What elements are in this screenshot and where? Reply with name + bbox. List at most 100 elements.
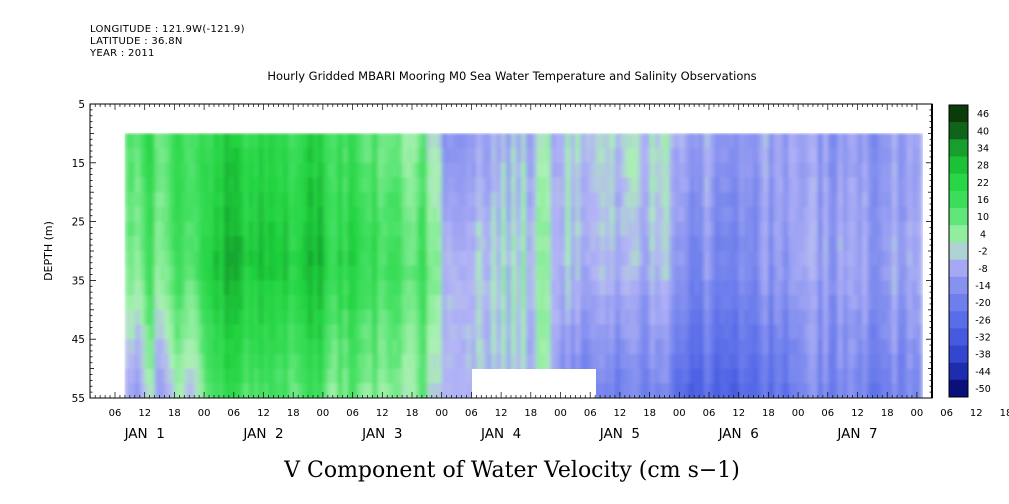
heat-cell (709, 324, 715, 340)
heat-cell (897, 206, 903, 223)
heat-cell (209, 383, 215, 398)
heat-cell (768, 206, 775, 223)
heat-cell (728, 177, 735, 193)
heat-cell (684, 221, 691, 237)
x-hour-label: 00 (554, 408, 567, 419)
heat-cell (580, 192, 587, 208)
heat-cell (728, 324, 735, 340)
heat-cell (629, 368, 636, 384)
heat-cell (743, 324, 750, 340)
heat-cell (605, 162, 611, 179)
heat-cell (451, 162, 458, 179)
heat-cell (837, 295, 844, 311)
heat-cell (545, 353, 552, 370)
heat-cell (144, 148, 151, 164)
heat-cell (778, 162, 785, 179)
heat-cell (659, 339, 666, 355)
heat-cell (402, 221, 408, 237)
heat-cell (164, 383, 171, 398)
heat-cell (788, 324, 794, 340)
heat-cell (342, 251, 349, 267)
heat-cell (803, 162, 809, 179)
heat-cell (298, 177, 304, 193)
heat-cell (313, 133, 319, 149)
heat-cell (347, 162, 354, 179)
heat-cell (550, 295, 557, 311)
heat-cell (902, 295, 908, 311)
heat-cell (644, 206, 651, 223)
heat-cell (382, 206, 389, 223)
heat-cell (214, 133, 220, 149)
heat-cell (743, 236, 750, 252)
heat-cell (491, 133, 497, 149)
heat-cell (738, 383, 745, 398)
heat-cell (322, 206, 329, 223)
heat-cell (610, 236, 616, 252)
heat-cell (238, 295, 245, 311)
heat-cell (298, 309, 304, 326)
heat-cell (540, 206, 547, 223)
heat-cell (347, 148, 354, 164)
heat-cell (456, 133, 463, 149)
heat-cell (258, 339, 265, 355)
heat-cell (714, 353, 720, 370)
heat-cell (332, 162, 339, 179)
heat-cell (456, 251, 463, 267)
heat-cell (763, 221, 770, 237)
heat-cell (580, 206, 587, 223)
heat-cell (189, 148, 196, 164)
heat-cell (728, 148, 735, 164)
heat-cell (298, 236, 304, 252)
heat-cell (466, 206, 473, 223)
heat-cell (436, 295, 443, 311)
heat-cell (283, 148, 290, 164)
heat-cell (788, 368, 794, 384)
heat-cell (436, 353, 443, 370)
heat-cell (550, 265, 557, 281)
heat-cell (674, 162, 681, 179)
heat-cell (144, 353, 151, 370)
heat-cell (788, 177, 794, 193)
heat-cell (585, 324, 592, 340)
heat-cell (550, 236, 557, 252)
heat-cell (639, 251, 646, 267)
colorbar-swatch (949, 225, 968, 243)
heat-cell (624, 133, 631, 149)
heat-cell (327, 353, 334, 370)
heat-cell (154, 324, 161, 340)
heat-cell (768, 280, 775, 296)
colorbar-label: -8 (978, 264, 987, 275)
heat-cell (342, 295, 349, 311)
heat-cell (877, 339, 884, 355)
heat-cell (684, 148, 691, 164)
heat-cell (590, 251, 596, 267)
heat-cell (857, 368, 864, 384)
heat-cell (179, 177, 186, 193)
heat-cell (144, 133, 151, 149)
heat-cell (575, 309, 582, 326)
heat-cell (407, 251, 413, 267)
heat-cell (555, 309, 562, 326)
heat-cell (258, 309, 265, 326)
heat-cell (407, 192, 413, 208)
heat-cell (902, 339, 908, 355)
heat-cell (204, 206, 210, 223)
heat-cell (372, 251, 379, 267)
heat-cell (634, 177, 641, 193)
heat-cell (124, 324, 131, 340)
heat-cell (560, 309, 567, 326)
heat-cell (303, 162, 309, 179)
x-hour-label: 18 (287, 408, 300, 419)
heat-cell (283, 177, 290, 193)
heat-cell (753, 133, 760, 149)
heat-cell (357, 280, 364, 296)
heat-cell (753, 162, 760, 179)
heat-cell (308, 295, 314, 311)
heat-cell (847, 221, 854, 237)
heat-cell (233, 251, 240, 267)
heat-cell (788, 251, 794, 267)
heat-cell (278, 133, 285, 149)
heat-cell (610, 206, 616, 223)
heat-cell (189, 251, 196, 267)
heat-cell (842, 265, 849, 281)
